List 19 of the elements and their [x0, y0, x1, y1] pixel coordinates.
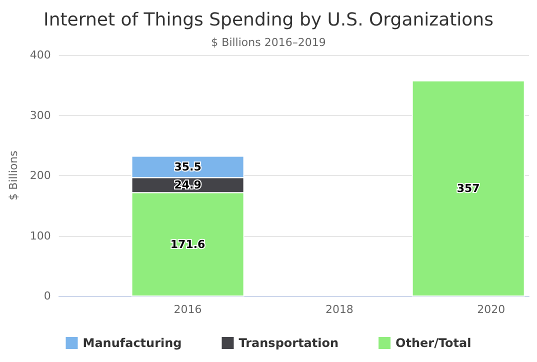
- x-tick-label: 2016: [174, 303, 202, 316]
- x-tick-label: 2018: [325, 303, 354, 316]
- data-label: 24.9: [174, 178, 202, 192]
- y-tick-label: 400: [30, 48, 51, 62]
- data-label: 357: [456, 182, 480, 195]
- chart-subtitle: $ Billions 2016–2019: [211, 36, 326, 49]
- y-tick-label: 300: [30, 108, 51, 122]
- y-tick-label: 200: [30, 169, 51, 182]
- y-tick-label: 100: [30, 229, 51, 242]
- x-tick-label: 2020: [477, 303, 506, 316]
- legend-label: Transportation: [238, 336, 339, 350]
- data-label: 171.6: [170, 238, 206, 251]
- legend-label: Manufacturing: [82, 336, 182, 350]
- chart-title: Internet of Things Spending by U.S. Organizations: [44, 10, 494, 30]
- data-label: 35.5: [174, 160, 202, 174]
- legend-label: Other/Total: [396, 336, 472, 350]
- bar: [412, 80, 525, 296]
- y-tick-label: 0: [44, 290, 51, 302]
- y-axis-title: $ Billions: [7, 150, 20, 200]
